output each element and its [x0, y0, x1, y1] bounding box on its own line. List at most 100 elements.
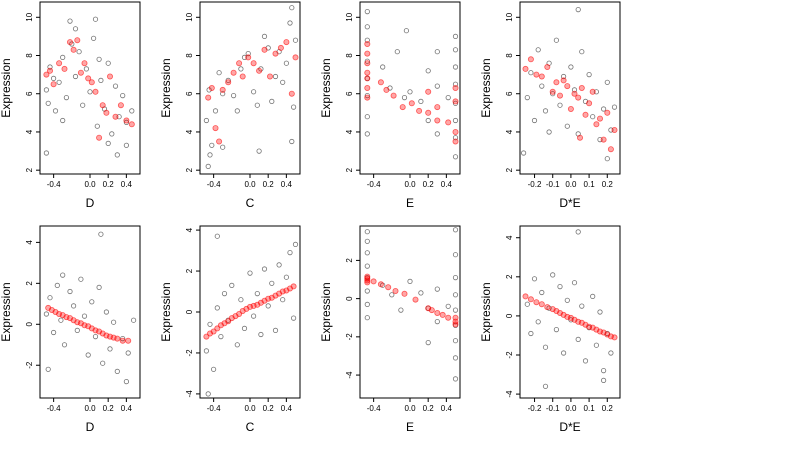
observed-point — [604, 156, 610, 162]
observed-point — [452, 154, 459, 160]
observed-point — [290, 104, 297, 110]
fitted-point — [123, 117, 130, 124]
observed-point — [50, 329, 57, 336]
observed-point — [398, 307, 404, 313]
x-tick-label: 0.2 — [423, 180, 435, 189]
y-tick-label: 10 — [185, 12, 194, 21]
fitted-point — [216, 138, 223, 145]
observed-point — [600, 377, 607, 383]
fitted-point — [364, 75, 371, 82]
y-tick-label: 6 — [25, 91, 34, 96]
observed-point — [452, 355, 459, 361]
observed-point — [261, 266, 268, 272]
fitted-point — [261, 46, 268, 53]
fitted-point — [452, 321, 459, 328]
observed-point — [45, 366, 51, 372]
y-tick-label: 0 — [25, 322, 34, 327]
y-tick-label: 4 — [185, 129, 194, 134]
x-tick-label: 0.4 — [281, 404, 293, 413]
fitted-point — [364, 94, 371, 101]
observed-point — [418, 290, 424, 296]
observed-point — [83, 66, 90, 72]
fitted-point — [527, 56, 534, 63]
x-tick-label: -0.4 — [47, 404, 61, 413]
observed-point — [560, 73, 567, 80]
observed-point — [54, 282, 60, 288]
observed-point — [216, 70, 222, 76]
observed-point — [111, 319, 117, 325]
observed-point — [579, 303, 585, 309]
observed-point — [557, 283, 563, 290]
observed-point — [608, 350, 614, 356]
observed-point — [205, 163, 211, 169]
observed-point — [203, 117, 209, 124]
fitted-point — [408, 100, 415, 107]
observed-point — [241, 54, 248, 61]
x-axis-title: D*E — [559, 420, 580, 434]
observed-point — [92, 333, 99, 340]
observed-point — [590, 293, 596, 299]
observed-point — [380, 64, 386, 70]
x-axis-title: D — [86, 420, 95, 434]
observed-point — [214, 305, 220, 311]
observed-point — [445, 303, 451, 309]
observed-point — [60, 117, 66, 124]
y-axis-title: Expression — [479, 58, 493, 117]
y-axis-title: Expression — [0, 282, 13, 341]
observed-point — [205, 391, 211, 397]
observed-point — [528, 330, 534, 337]
observed-point — [280, 79, 286, 85]
y-tick-label: 4 — [505, 129, 514, 134]
x-tick-label: -0.4 — [367, 404, 381, 413]
observed-point — [535, 47, 541, 53]
fitted-point — [533, 71, 540, 78]
series-fitted — [522, 293, 618, 341]
fitted-point — [364, 279, 371, 286]
y-tick-label: 8 — [345, 53, 354, 58]
y-tick-label: 4 — [25, 129, 34, 134]
y-axis-title: Expression — [319, 282, 333, 341]
observed-point — [123, 142, 130, 148]
observed-point — [546, 129, 552, 135]
fitted-point — [370, 278, 377, 285]
fitted-point — [112, 113, 119, 120]
observed-point — [114, 368, 120, 374]
observed-point — [76, 49, 82, 55]
observed-point — [209, 142, 215, 148]
observed-point — [43, 311, 50, 317]
observed-point — [89, 299, 95, 305]
observed-point — [564, 123, 570, 129]
observed-point — [87, 89, 93, 95]
observed-point — [434, 49, 440, 55]
observed-point — [251, 89, 257, 95]
y-tick-label: 8 — [505, 53, 514, 58]
y-tick-label: 10 — [505, 12, 514, 21]
observed-point — [251, 313, 257, 319]
observed-point — [287, 250, 293, 256]
observed-point — [292, 241, 299, 247]
observed-point — [364, 24, 370, 30]
fitted-point — [70, 46, 77, 53]
observed-point — [364, 114, 370, 120]
fitted-point — [607, 146, 614, 153]
fitted-point — [434, 309, 441, 316]
x-tick-label: -0.4 — [47, 180, 61, 189]
observed-point — [229, 282, 235, 288]
fitted-point — [256, 67, 263, 74]
observed-point — [72, 26, 79, 32]
x-axis-title: E — [406, 196, 414, 210]
observed-point — [214, 233, 220, 239]
observed-point — [452, 64, 459, 70]
observed-point — [604, 79, 610, 85]
fitted-point — [277, 44, 284, 51]
fitted-point — [99, 102, 106, 109]
x-tick-label: 0.2 — [103, 180, 115, 189]
observed-point — [550, 272, 556, 278]
series-observed — [43, 231, 137, 385]
observed-point — [60, 272, 66, 278]
fitted-point — [92, 88, 99, 95]
observed-point — [593, 342, 600, 348]
observed-point — [542, 108, 549, 114]
observed-point — [96, 56, 102, 62]
fitted-point — [103, 109, 110, 116]
